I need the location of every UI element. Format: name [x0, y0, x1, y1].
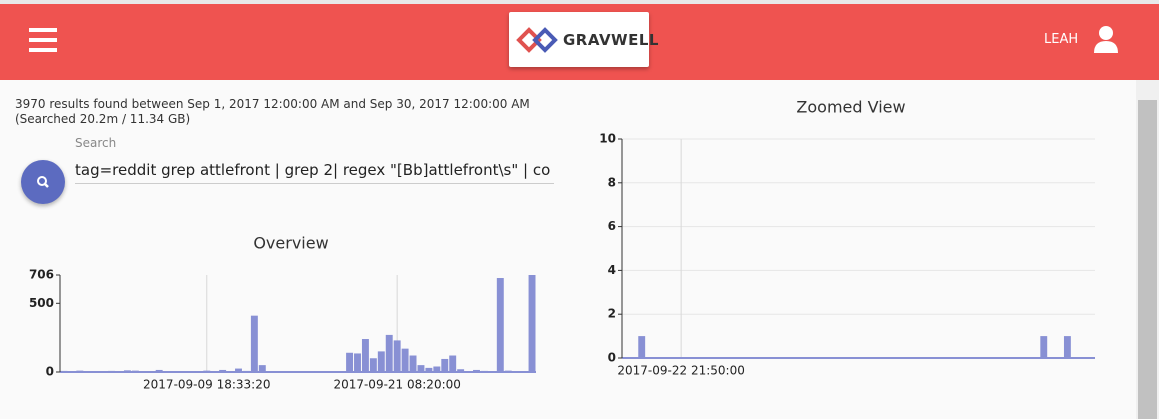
bar	[638, 336, 646, 358]
user-name[interactable]: LEAH	[1044, 32, 1079, 47]
bar	[369, 358, 377, 372]
bar	[163, 371, 171, 372]
bar	[441, 358, 449, 372]
bar	[155, 369, 163, 372]
search-label: Search	[75, 136, 117, 150]
bar	[290, 371, 298, 372]
bar	[1040, 336, 1048, 358]
y-tick-label: 0	[46, 365, 54, 379]
bar	[84, 371, 92, 372]
bar	[346, 352, 354, 372]
bar	[409, 355, 417, 372]
top-strip	[0, 0, 1159, 4]
y-tick-label: 2	[608, 307, 616, 321]
bar	[250, 315, 258, 372]
x-tick-label: 2017-09-21 08:20:00	[333, 378, 460, 392]
bar	[401, 348, 409, 372]
bar	[139, 371, 147, 372]
y-tick-label: 4	[608, 263, 616, 277]
bar	[528, 275, 536, 372]
menu-button[interactable]	[29, 28, 59, 54]
logo[interactable]: GRAVWELL	[509, 12, 658, 67]
bar	[417, 365, 425, 372]
bar	[385, 334, 393, 372]
bar	[1063, 336, 1071, 358]
search-button[interactable]	[21, 160, 65, 204]
user-icon[interactable]	[1093, 25, 1119, 55]
bar	[425, 367, 433, 372]
bar	[457, 369, 465, 372]
x-tick-label: 2017-09-22 21:50:00	[617, 364, 744, 378]
bar	[171, 371, 179, 372]
bar	[393, 340, 401, 372]
results-info: 3970 results found between Sep 1, 2017 1…	[15, 97, 530, 127]
y-tick-label: 6	[608, 219, 616, 233]
chart-title: Zoomed View	[796, 98, 905, 117]
bar	[520, 371, 528, 372]
bar	[235, 368, 242, 372]
bar	[377, 351, 385, 372]
bar	[496, 278, 504, 372]
bar	[108, 370, 116, 372]
search-icon	[37, 176, 49, 188]
bar	[361, 339, 369, 372]
y-tick-label: 8	[608, 175, 616, 189]
y-tick-label: 500	[29, 296, 54, 310]
bar	[512, 371, 520, 372]
bar	[131, 370, 139, 372]
bar	[92, 371, 100, 372]
bar	[195, 371, 203, 372]
y-tick-label: 706	[29, 268, 54, 282]
logo-text: GRAVWELL	[563, 31, 659, 49]
bar	[258, 365, 266, 372]
bar	[314, 371, 322, 372]
y-tick-label: 10	[599, 132, 616, 146]
bar	[354, 353, 361, 372]
bar	[219, 369, 227, 372]
bar	[465, 371, 473, 372]
results-summary: 3970 results found between Sep 1, 2017 1…	[15, 97, 530, 111]
bar	[147, 371, 155, 372]
bar	[227, 371, 235, 372]
bar	[100, 371, 108, 372]
bar	[480, 370, 488, 372]
bar	[266, 371, 274, 372]
bar	[68, 371, 76, 372]
bar	[60, 370, 68, 372]
bar	[187, 371, 195, 372]
logo-icon	[516, 27, 558, 53]
bar	[116, 371, 123, 372]
chart-title: Overview	[253, 234, 328, 253]
search-input[interactable]: tag=reddit grep attlefront | grep 2| reg…	[75, 157, 554, 184]
charts: Overview 0 500 706 2017-09-09 18:33:20 2017-0…	[29, 98, 1095, 392]
bar	[123, 370, 131, 372]
bar	[473, 369, 480, 372]
bar	[449, 355, 457, 372]
bar	[76, 370, 84, 372]
x-tick-label: 2017-09-09 18:33:20	[143, 378, 270, 392]
bar	[488, 371, 496, 372]
scrollbar-thumb[interactable]	[1138, 100, 1157, 419]
y-tick-label: 0	[608, 351, 616, 365]
bar	[203, 370, 211, 372]
bar	[242, 370, 250, 372]
bar	[211, 371, 219, 372]
results-searched: (Searched 20.2m / 11.34 GB)	[15, 112, 191, 126]
bar	[433, 366, 441, 372]
header: GRAVWELL LEAH	[0, 4, 1159, 80]
bar	[504, 370, 512, 372]
